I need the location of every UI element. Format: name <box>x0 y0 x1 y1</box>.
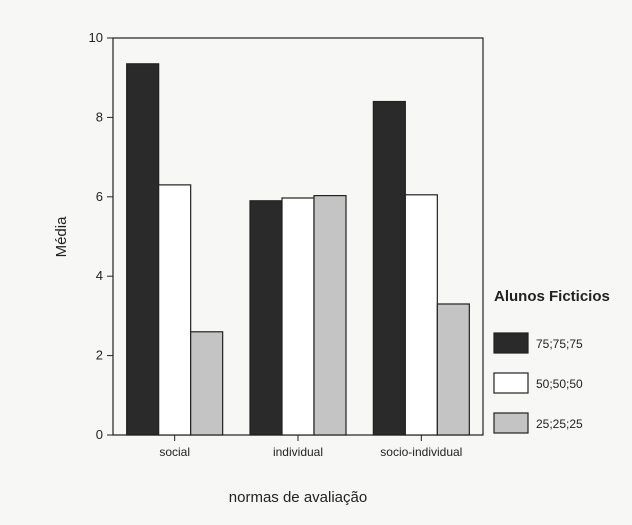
y-tick-label: 2 <box>96 348 103 363</box>
legend: Alunos Ficticios 75;75;75 50;50;50 25;25;2… <box>494 288 610 433</box>
bar-socio-individual-series-3 <box>437 304 469 435</box>
bar-individual-series-2 <box>282 198 314 435</box>
legend-swatch <box>494 333 528 353</box>
y-tick-label: 6 <box>96 189 103 204</box>
y-tick-label: 10 <box>89 30 103 45</box>
x-tick-label: social <box>159 445 190 459</box>
bar-individual-series-1 <box>250 201 282 435</box>
legend-title: Alunos Ficticios <box>494 288 610 305</box>
y-axis: 0 2 4 6 8 10 <box>89 30 113 442</box>
x-axis: social individual socio-individual <box>159 435 462 459</box>
legend-label: 75;75;75 <box>536 337 583 351</box>
bar-social-series-1 <box>127 64 159 435</box>
legend-label: 25;25;25 <box>536 417 583 431</box>
legend-swatch <box>494 413 528 433</box>
x-axis-title: normas de avaliação <box>229 489 367 506</box>
bar-individual-series-3 <box>314 196 346 435</box>
bar-social-series-2 <box>159 185 191 435</box>
y-tick-label: 0 <box>96 427 103 442</box>
legend-label: 50;50;50 <box>536 377 583 391</box>
bar-social-series-3 <box>191 332 223 435</box>
x-tick-label: socio-individual <box>380 445 462 459</box>
bar-socio-individual-series-1 <box>373 102 405 435</box>
y-tick-label: 4 <box>96 268 103 283</box>
y-tick-label: 8 <box>96 109 103 124</box>
legend-swatch <box>494 373 528 393</box>
bar-socio-individual-series-2 <box>405 195 437 435</box>
x-tick-label: individual <box>273 445 323 459</box>
y-axis-title: Média <box>53 216 70 258</box>
